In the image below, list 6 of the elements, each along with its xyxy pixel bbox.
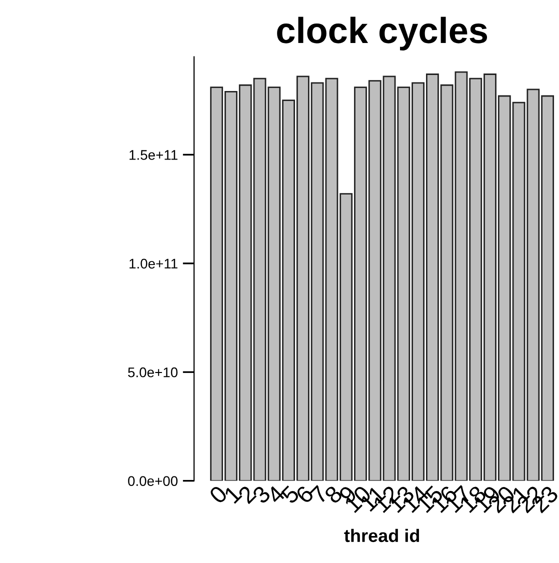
x-axis-title: thread id	[344, 528, 420, 542]
y-tick-label: 5.0e+10	[128, 367, 178, 378]
y-tick-label: 0.0e+00	[128, 476, 178, 486]
y-tick-label: 1.0e+11	[130, 258, 178, 269]
chart-title: clock cycles	[277, 16, 488, 50]
y-tick-label: 1.5e+11	[130, 150, 178, 160]
